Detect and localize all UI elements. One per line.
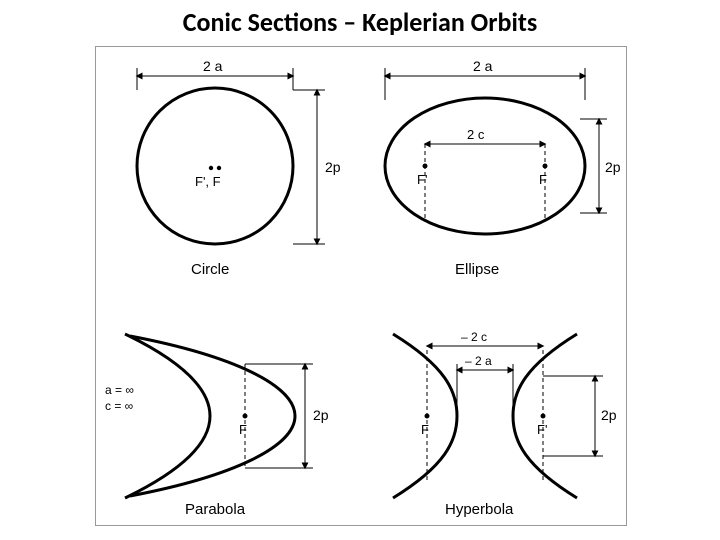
ellipse-caption: Ellipse (455, 261, 499, 278)
hyperbola-2c-label: – 2 c (461, 330, 487, 344)
hyperbola-caption: Hyperbola (445, 501, 514, 518)
circle-shape (137, 88, 293, 244)
parabola-2p-label: 2p (313, 407, 329, 423)
parabola-shape (125, 334, 210, 498)
parabola-focus-label: F (239, 422, 247, 437)
panel-circle: 2 a F', F 2p Circle (137, 58, 341, 278)
conic-sections-figure: 2 a F', F 2p Circle 2 a F' F 2 c (95, 46, 625, 524)
circle-caption: Circle (191, 261, 229, 278)
ellipse-2p-label: 2p (605, 159, 621, 175)
hyperbola-2a-label: – 2 a (465, 354, 492, 368)
parabola-a-inf: a = ∞ (105, 383, 134, 397)
hyperbola-2p-label: 2p (601, 407, 617, 423)
hyperbola-f-right: F' (537, 422, 547, 437)
circle-2a-label: 2 a (203, 58, 223, 74)
parabola-c-inf: c = ∞ (105, 399, 133, 413)
page-title: Conic Sections – Keplerian Orbits (0, 6, 720, 38)
circle-foci-label: F', F (195, 174, 221, 189)
ellipse-2c-label: 2 c (467, 127, 485, 142)
panel-hyperbola: F F' – 2 c – 2 a 2p Hyperbola (393, 330, 617, 518)
hyperbola-f-left: F (421, 422, 429, 437)
parabola-caption: Parabola (185, 501, 246, 518)
ellipse-f2-label: F (539, 172, 547, 187)
ellipse-shape (385, 98, 585, 234)
panel-ellipse: 2 a F' F 2 c 2p Ellipse (385, 58, 621, 278)
ellipse-2a-label: 2 a (473, 58, 493, 74)
panel-parabola: F a = ∞ c = ∞ 2p Parabola (105, 334, 329, 518)
ellipse-f1-label: F' (417, 172, 427, 187)
circle-2p-label: 2p (325, 159, 341, 175)
